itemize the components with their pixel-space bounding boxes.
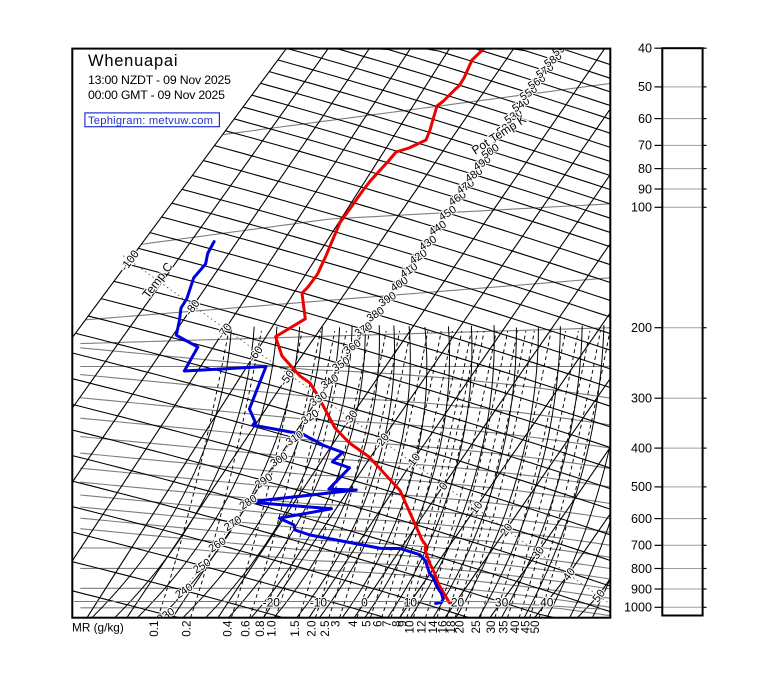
svg-text:-10: -10: [310, 595, 328, 609]
svg-text:12: 12: [415, 621, 428, 634]
svg-text:MR (g/kg): MR (g/kg): [72, 621, 124, 635]
svg-text:400: 400: [631, 441, 652, 455]
svg-text:2.0: 2.0: [305, 620, 318, 637]
svg-text:900: 900: [631, 582, 652, 596]
svg-text:200: 200: [631, 321, 652, 335]
svg-text:0.6: 0.6: [240, 621, 253, 637]
svg-text:20: 20: [454, 620, 467, 634]
svg-text:0.1: 0.1: [148, 621, 161, 637]
svg-text:40: 40: [540, 595, 554, 609]
svg-text:1000: 1000: [624, 601, 652, 615]
svg-text:35: 35: [498, 620, 511, 634]
svg-text:50: 50: [638, 80, 652, 94]
svg-text:500: 500: [631, 480, 652, 494]
svg-text:Tephigram: metvuw.com: Tephigram: metvuw.com: [88, 115, 213, 127]
svg-text:25: 25: [470, 620, 483, 634]
svg-text:30: 30: [495, 595, 509, 609]
svg-text:7: 7: [381, 621, 394, 628]
svg-text:1.0: 1.0: [266, 620, 279, 637]
svg-text:5: 5: [360, 620, 373, 627]
svg-text:60: 60: [638, 112, 652, 126]
svg-text:20: 20: [451, 595, 465, 609]
svg-text:700: 700: [631, 539, 652, 553]
svg-text:0.8: 0.8: [254, 621, 267, 637]
svg-text:30: 30: [485, 620, 498, 634]
svg-text:16: 16: [437, 621, 450, 634]
svg-text:800: 800: [631, 562, 652, 576]
svg-text:600: 600: [631, 512, 652, 526]
svg-text:-20: -20: [263, 595, 281, 609]
svg-text:80: 80: [638, 162, 652, 176]
svg-text:45: 45: [520, 620, 533, 634]
svg-text:9: 9: [397, 621, 410, 628]
svg-text:40: 40: [509, 620, 522, 634]
svg-text:10: 10: [404, 595, 418, 609]
svg-text:3: 3: [330, 621, 343, 628]
svg-text:50: 50: [529, 620, 542, 634]
svg-text:0.2: 0.2: [181, 621, 194, 637]
svg-text:8: 8: [390, 621, 403, 628]
svg-text:13:00 NZDT - 09 Nov 2025: 13:00 NZDT - 09 Nov 2025: [88, 73, 231, 87]
svg-text:0.4: 0.4: [221, 620, 234, 637]
svg-text:100: 100: [631, 201, 652, 215]
svg-text:6: 6: [372, 621, 385, 628]
svg-text:2.5: 2.5: [319, 620, 332, 637]
svg-text:70: 70: [638, 139, 652, 153]
svg-text:590: 590: [551, 39, 573, 59]
svg-text:1.5: 1.5: [289, 620, 302, 637]
svg-text:Whenuapai: Whenuapai: [88, 52, 178, 70]
svg-text:300: 300: [631, 392, 652, 406]
svg-text:00:00 GMT - 09 Nov 2025: 00:00 GMT - 09 Nov 2025: [88, 88, 225, 102]
svg-text:4: 4: [347, 620, 360, 627]
svg-text:18: 18: [445, 621, 458, 634]
svg-text:10: 10: [403, 620, 416, 634]
svg-text:0: 0: [361, 595, 368, 609]
svg-text:40: 40: [638, 42, 652, 56]
svg-text:14: 14: [427, 620, 440, 634]
svg-text:90: 90: [638, 182, 652, 196]
